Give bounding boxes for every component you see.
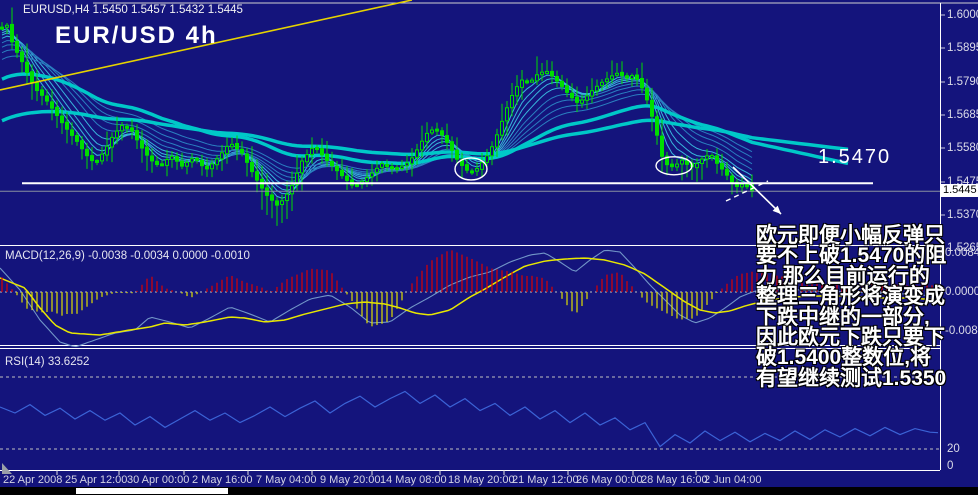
rsi-indicator-label: RSI(14) 33.6252 bbox=[5, 356, 90, 368]
annotation-line: 因此欧元下跌只要下 bbox=[756, 326, 945, 350]
horizontal-scrollbar[interactable] bbox=[0, 487, 978, 495]
annotation-line: 力,那么目前运行的 bbox=[756, 264, 930, 288]
current-price-tag: 1.5445 bbox=[941, 184, 978, 197]
macd-histogram bbox=[1, 250, 938, 327]
annotation-line: 有望继续测试1.5350 bbox=[756, 366, 947, 390]
panel-borders bbox=[0, 2, 978, 471]
annotation-line: 破1.5400整数位,将 bbox=[756, 346, 932, 370]
axis-ticks bbox=[56, 14, 945, 475]
chart-window-title: EURUSD,H4 1.5450 1.5457 1.5432 1.5445 bbox=[23, 4, 243, 16]
highlight-ellipse bbox=[655, 156, 693, 176]
highlight-ellipse bbox=[454, 157, 488, 181]
resistance-price-label: 1.5470 bbox=[818, 146, 892, 168]
annotation-line: 欧元即便小幅反弹只 bbox=[756, 224, 945, 247]
scroll-marker-triangle bbox=[2, 463, 12, 474]
candlestick-series bbox=[0, 7, 754, 226]
rsi-panel bbox=[0, 376, 940, 450]
analysis-annotation-text: 欧元即便小幅反弹只 要不上破1.5470的阻 力,那么目前运行的 整理三角形将演变成下… bbox=[756, 224, 978, 390]
annotation-line: 整理三角形将演变成 bbox=[756, 285, 945, 309]
annotation-line: 要不上破1.5470的阻 bbox=[756, 244, 947, 268]
chart-objects bbox=[0, 0, 940, 474]
symbol-watermark: EUR/USD 4h bbox=[55, 22, 218, 49]
macd-indicator-label: MACD(12,26,9) -0.0038 -0.0034 0.0000 -0.… bbox=[5, 250, 250, 262]
scrollbar-thumb[interactable] bbox=[76, 488, 228, 494]
annotation-line: 下跌中继的一部分, bbox=[756, 305, 930, 329]
arrow-head bbox=[772, 205, 781, 214]
